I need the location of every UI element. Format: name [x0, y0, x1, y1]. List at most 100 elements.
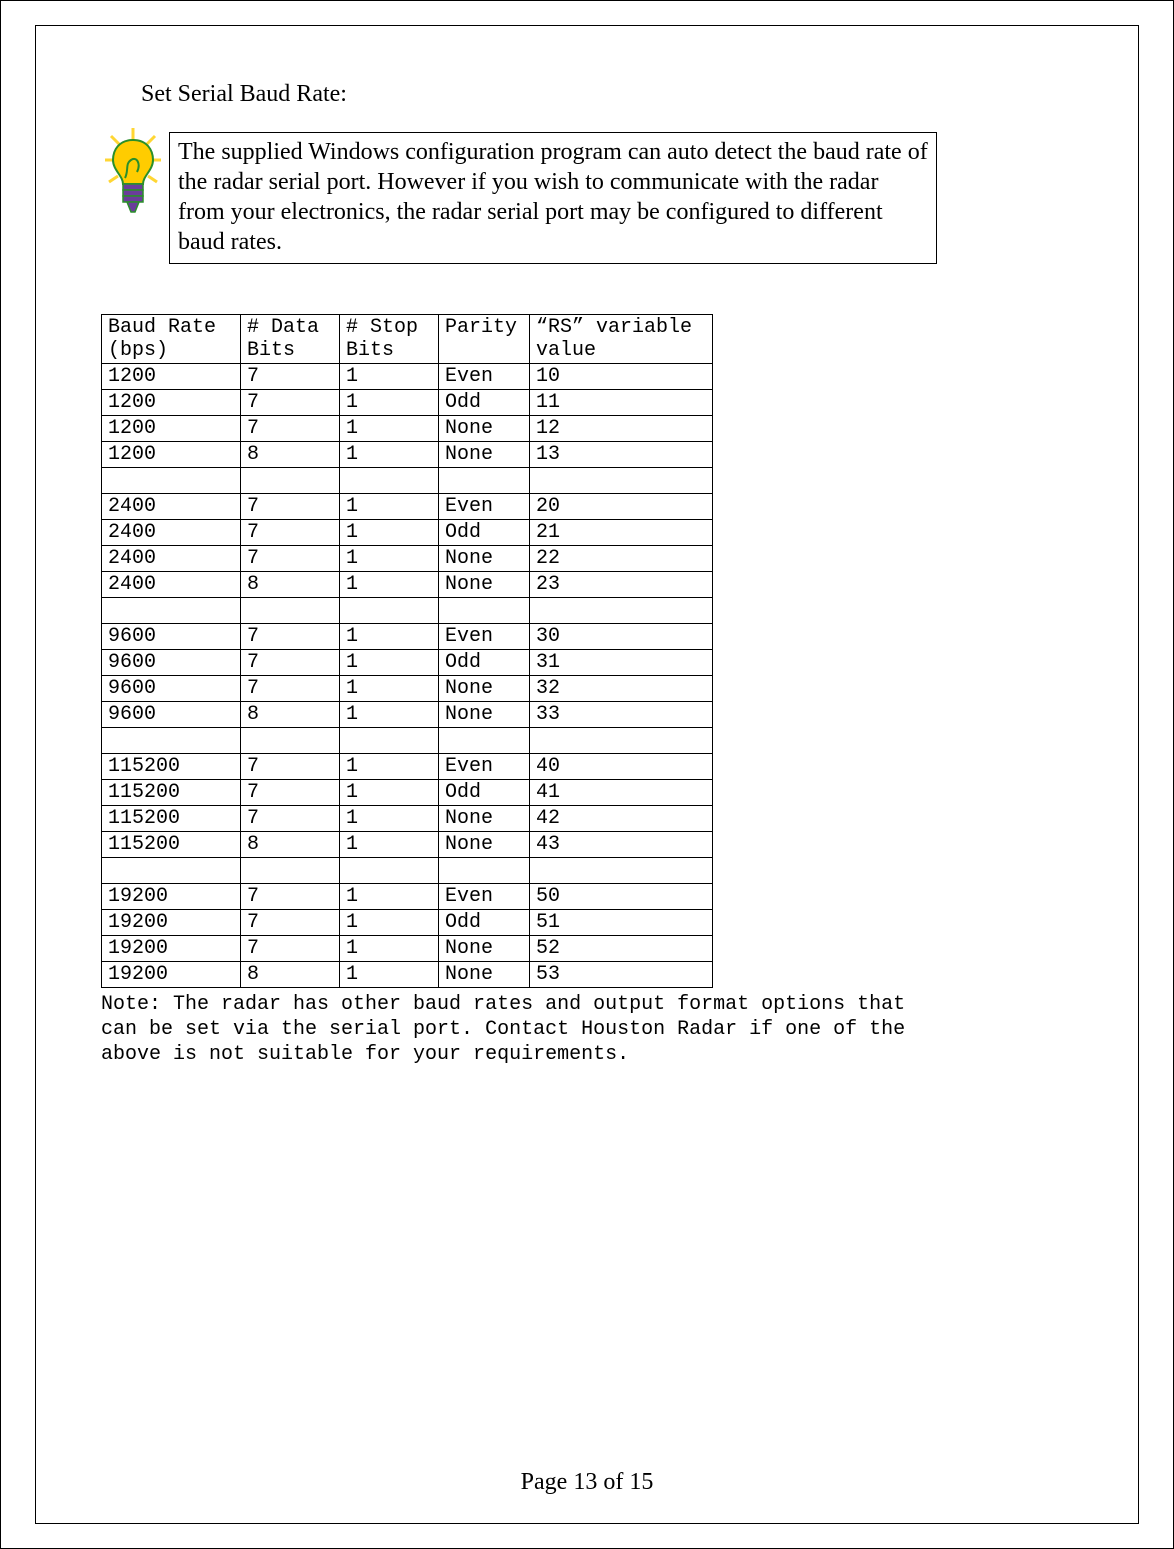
table-cell: 7 — [241, 494, 340, 520]
table-cell: None — [439, 416, 530, 442]
table-spacer-row — [102, 468, 713, 494]
table-cell: 12 — [530, 416, 713, 442]
table-cell: 115200 — [102, 754, 241, 780]
table-cell: 7 — [241, 910, 340, 936]
table-cell: 1 — [340, 650, 439, 676]
table-body: 120071Even10120071Odd11120071None1212008… — [102, 364, 713, 988]
table-cell: 7 — [241, 364, 340, 390]
table-cell: 7 — [241, 390, 340, 416]
table-spacer-row — [102, 858, 713, 884]
table-cell: 9600 — [102, 676, 241, 702]
table-cell: 7 — [241, 650, 340, 676]
table-cell: 1 — [340, 494, 439, 520]
table-cell — [340, 728, 439, 754]
table-cell: 1 — [340, 754, 439, 780]
table-cell: 7 — [241, 754, 340, 780]
table-cell: 1 — [340, 884, 439, 910]
table-row: 960071Even30 — [102, 624, 713, 650]
lightbulb-idea-icon — [101, 126, 165, 221]
table-cell: 1 — [340, 936, 439, 962]
table-cell: 7 — [241, 676, 340, 702]
table-spacer-row — [102, 598, 713, 624]
table-cell: 7 — [241, 884, 340, 910]
table-cell: 33 — [530, 702, 713, 728]
note-box: The supplied Windows configuration progr… — [169, 132, 937, 264]
table-cell: 19200 — [102, 884, 241, 910]
table-cell: 7 — [241, 936, 340, 962]
table-cell — [530, 858, 713, 884]
table-row: 960081None33 — [102, 702, 713, 728]
table-cell: 32 — [530, 676, 713, 702]
table-cell — [102, 468, 241, 494]
table-cell — [102, 598, 241, 624]
table-cell: None — [439, 962, 530, 988]
table-cell: 9600 — [102, 702, 241, 728]
table-cell — [340, 598, 439, 624]
table-cell: 115200 — [102, 780, 241, 806]
table-cell: 1 — [340, 572, 439, 598]
table-cell: 9600 — [102, 624, 241, 650]
table-cell: 42 — [530, 806, 713, 832]
table-cell: Odd — [439, 650, 530, 676]
table-row: 11520071None42 — [102, 806, 713, 832]
table-cell: None — [439, 936, 530, 962]
table-spacer-row — [102, 728, 713, 754]
table-row: 11520081None43 — [102, 832, 713, 858]
section-heading: Set Serial Baud Rate: — [141, 81, 1113, 108]
table-cell: 19200 — [102, 910, 241, 936]
table-cell: 8 — [241, 572, 340, 598]
table-cell: 19200 — [102, 936, 241, 962]
col-header-stop: # StopBits — [340, 315, 439, 364]
table-cell: 30 — [530, 624, 713, 650]
page-content: Set Serial Baud Rate: — [101, 81, 1113, 1067]
table-cell: 51 — [530, 910, 713, 936]
baud-rate-table: Baud Rate(bps) # DataBits # StopBits Par… — [101, 314, 713, 988]
table-row: 1920071None52 — [102, 936, 713, 962]
table-row: 120081None13 — [102, 442, 713, 468]
table-cell: 50 — [530, 884, 713, 910]
table-row: 11520071Even40 — [102, 754, 713, 780]
table-cell: 7 — [241, 546, 340, 572]
table-row: 120071Odd11 — [102, 390, 713, 416]
table-cell: 23 — [530, 572, 713, 598]
table-cell: 7 — [241, 780, 340, 806]
table-cell: 7 — [241, 806, 340, 832]
table-cell: 8 — [241, 442, 340, 468]
col-header-parity: Parity — [439, 315, 530, 364]
table-cell: 8 — [241, 702, 340, 728]
table-cell: 115200 — [102, 806, 241, 832]
table-cell: 1 — [340, 520, 439, 546]
table-cell: Even — [439, 754, 530, 780]
page-number: Page 13 of 15 — [1, 1469, 1173, 1496]
table-cell — [439, 598, 530, 624]
table-row: 1920071Even50 — [102, 884, 713, 910]
table-cell: 1 — [340, 962, 439, 988]
table-cell: 8 — [241, 832, 340, 858]
table-cell — [530, 728, 713, 754]
table-cell: 7 — [241, 416, 340, 442]
table-cell: 1 — [340, 832, 439, 858]
table-cell — [241, 468, 340, 494]
table-cell: None — [439, 572, 530, 598]
table-cell: 7 — [241, 624, 340, 650]
table-cell — [530, 598, 713, 624]
table-cell — [439, 858, 530, 884]
table-cell — [340, 468, 439, 494]
table-header-row: Baud Rate(bps) # DataBits # StopBits Par… — [102, 315, 713, 364]
table-cell: 19200 — [102, 962, 241, 988]
table-row: 11520071Odd41 — [102, 780, 713, 806]
table-cell: 1200 — [102, 364, 241, 390]
table-cell: Even — [439, 624, 530, 650]
table-cell: 1 — [340, 806, 439, 832]
table-row: 240071None22 — [102, 546, 713, 572]
table-cell: None — [439, 702, 530, 728]
col-header-data: # DataBits — [241, 315, 340, 364]
table-cell: Odd — [439, 390, 530, 416]
table-cell: 31 — [530, 650, 713, 676]
table-cell: 2400 — [102, 494, 241, 520]
note-callout: The supplied Windows configuration progr… — [101, 132, 1113, 264]
col-header-rs: “RS” variablevalue — [530, 315, 713, 364]
table-row: 960071Odd31 — [102, 650, 713, 676]
table-row: 240071Odd21 — [102, 520, 713, 546]
table-cell — [439, 728, 530, 754]
